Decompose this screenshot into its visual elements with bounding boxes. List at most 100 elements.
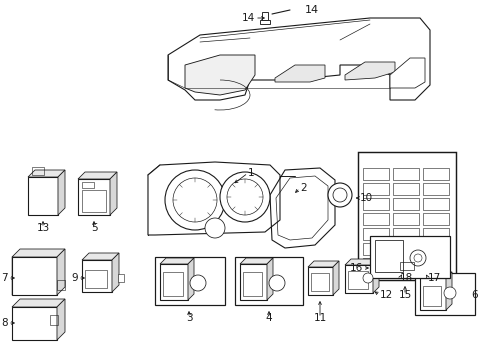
Circle shape: [409, 250, 425, 266]
Bar: [422, 286, 440, 306]
Bar: [57, 280, 65, 290]
Polygon shape: [168, 18, 429, 100]
Bar: [399, 262, 413, 270]
Text: 15: 15: [398, 290, 411, 300]
Bar: [50, 315, 58, 325]
Bar: [307, 267, 332, 295]
Bar: [369, 236, 449, 278]
Bar: [28, 177, 58, 215]
Bar: [422, 243, 448, 255]
Circle shape: [362, 273, 372, 283]
Text: 14: 14: [241, 13, 254, 23]
Bar: [345, 265, 372, 293]
Bar: [357, 152, 455, 280]
Bar: [392, 198, 418, 210]
Bar: [414, 273, 474, 315]
Bar: [362, 168, 388, 180]
Text: 14: 14: [305, 5, 319, 15]
Bar: [347, 271, 367, 289]
Circle shape: [443, 287, 455, 299]
Bar: [155, 257, 224, 305]
Text: 9: 9: [71, 273, 78, 283]
Text: 13: 13: [36, 223, 49, 233]
Polygon shape: [184, 55, 254, 95]
Polygon shape: [78, 172, 117, 179]
Text: 11: 11: [313, 313, 326, 323]
Bar: [362, 258, 388, 270]
Bar: [392, 168, 418, 180]
Bar: [85, 270, 107, 288]
Circle shape: [220, 172, 269, 222]
Text: 8: 8: [1, 318, 8, 328]
Bar: [78, 179, 110, 215]
Text: 2: 2: [299, 183, 306, 193]
Text: 12: 12: [379, 290, 392, 300]
Text: 5: 5: [90, 223, 97, 233]
Circle shape: [204, 218, 224, 238]
Polygon shape: [345, 259, 378, 265]
Polygon shape: [12, 249, 65, 257]
Bar: [82, 190, 106, 212]
Bar: [422, 183, 448, 195]
Text: 3: 3: [185, 313, 192, 323]
Circle shape: [164, 170, 224, 230]
Polygon shape: [112, 253, 119, 292]
Circle shape: [268, 275, 285, 291]
Polygon shape: [372, 259, 378, 293]
Bar: [82, 260, 112, 292]
Bar: [262, 12, 267, 20]
Bar: [12, 257, 57, 295]
Text: 4: 4: [265, 313, 272, 323]
Bar: [260, 20, 269, 24]
Polygon shape: [110, 172, 117, 215]
Polygon shape: [419, 272, 451, 278]
Bar: [12, 307, 57, 340]
Bar: [362, 183, 388, 195]
Bar: [243, 272, 262, 296]
Polygon shape: [58, 170, 65, 215]
Polygon shape: [28, 170, 65, 177]
Bar: [362, 198, 388, 210]
Polygon shape: [345, 62, 394, 80]
Polygon shape: [148, 162, 280, 235]
Polygon shape: [160, 258, 194, 264]
Bar: [362, 213, 388, 225]
Text: 17: 17: [427, 273, 440, 283]
Polygon shape: [82, 253, 119, 260]
Bar: [422, 213, 448, 225]
Polygon shape: [389, 58, 424, 88]
Circle shape: [190, 275, 205, 291]
Polygon shape: [332, 261, 338, 295]
Polygon shape: [240, 258, 272, 264]
Text: 1: 1: [247, 168, 254, 178]
Text: 7: 7: [1, 273, 8, 283]
Bar: [392, 183, 418, 195]
Text: 6: 6: [470, 290, 477, 300]
Bar: [163, 272, 183, 296]
Bar: [392, 243, 418, 255]
Polygon shape: [274, 65, 325, 82]
Bar: [392, 213, 418, 225]
Bar: [160, 264, 187, 300]
Polygon shape: [445, 272, 451, 310]
Circle shape: [327, 183, 351, 207]
Text: 16: 16: [349, 263, 362, 273]
Bar: [422, 258, 448, 270]
Bar: [240, 264, 266, 300]
Polygon shape: [307, 261, 338, 267]
Bar: [422, 168, 448, 180]
Bar: [32, 167, 44, 175]
Bar: [419, 278, 445, 310]
Bar: [118, 274, 124, 282]
Polygon shape: [57, 299, 65, 340]
Bar: [362, 228, 388, 240]
Bar: [422, 228, 448, 240]
Polygon shape: [12, 299, 65, 307]
Bar: [82, 182, 94, 188]
Polygon shape: [266, 258, 272, 300]
Bar: [392, 228, 418, 240]
Bar: [422, 198, 448, 210]
Bar: [374, 240, 402, 272]
Bar: [235, 257, 303, 305]
Polygon shape: [57, 249, 65, 295]
